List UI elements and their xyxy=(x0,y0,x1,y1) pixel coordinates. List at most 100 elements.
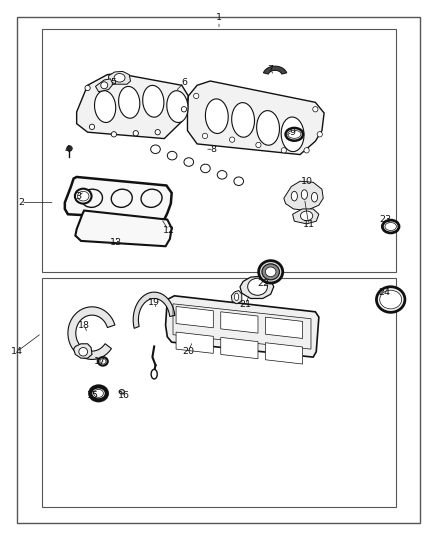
Ellipse shape xyxy=(265,267,276,277)
Text: 4: 4 xyxy=(65,145,71,154)
Ellipse shape xyxy=(281,148,286,153)
Ellipse shape xyxy=(94,389,103,398)
Text: 5: 5 xyxy=(110,78,116,87)
Ellipse shape xyxy=(281,117,304,151)
Ellipse shape xyxy=(194,93,199,99)
Ellipse shape xyxy=(234,177,244,185)
Ellipse shape xyxy=(78,191,89,201)
Text: 20: 20 xyxy=(182,348,194,356)
Ellipse shape xyxy=(95,91,116,123)
Ellipse shape xyxy=(85,85,90,91)
Ellipse shape xyxy=(258,261,283,283)
Polygon shape xyxy=(187,81,324,155)
Text: 1: 1 xyxy=(216,13,222,21)
Text: 3: 3 xyxy=(75,192,81,200)
Polygon shape xyxy=(109,71,131,84)
Polygon shape xyxy=(75,211,172,246)
Polygon shape xyxy=(95,79,113,92)
Ellipse shape xyxy=(119,390,124,394)
Ellipse shape xyxy=(155,130,160,135)
Polygon shape xyxy=(77,74,188,139)
Ellipse shape xyxy=(291,191,297,201)
Ellipse shape xyxy=(181,107,187,112)
Polygon shape xyxy=(221,312,258,333)
Ellipse shape xyxy=(205,99,228,133)
Ellipse shape xyxy=(256,142,261,148)
Text: 15: 15 xyxy=(87,391,99,400)
Text: 17: 17 xyxy=(94,357,106,366)
Ellipse shape xyxy=(300,211,313,221)
Ellipse shape xyxy=(114,74,125,82)
Polygon shape xyxy=(166,296,319,357)
Text: 22: 22 xyxy=(257,279,269,288)
Ellipse shape xyxy=(248,278,267,295)
Ellipse shape xyxy=(304,148,309,153)
Ellipse shape xyxy=(167,91,188,123)
FancyBboxPatch shape xyxy=(42,29,396,272)
Polygon shape xyxy=(231,290,242,304)
Polygon shape xyxy=(265,317,303,338)
Ellipse shape xyxy=(286,128,303,141)
Text: 7: 7 xyxy=(268,65,274,74)
Polygon shape xyxy=(263,66,287,74)
Ellipse shape xyxy=(100,359,106,364)
Text: 2: 2 xyxy=(18,198,24,207)
Ellipse shape xyxy=(301,190,307,199)
Ellipse shape xyxy=(111,189,132,207)
Polygon shape xyxy=(176,306,213,328)
Polygon shape xyxy=(133,292,175,328)
Polygon shape xyxy=(68,307,115,359)
Ellipse shape xyxy=(311,192,318,202)
Text: 9: 9 xyxy=(290,128,296,136)
Ellipse shape xyxy=(288,130,301,138)
Polygon shape xyxy=(176,332,213,353)
Text: 18: 18 xyxy=(78,321,90,329)
Text: 24: 24 xyxy=(378,288,391,296)
Ellipse shape xyxy=(143,85,164,117)
Ellipse shape xyxy=(232,103,254,137)
Polygon shape xyxy=(221,337,258,359)
Ellipse shape xyxy=(81,189,102,207)
Text: 8: 8 xyxy=(211,145,217,154)
Ellipse shape xyxy=(75,189,92,204)
Ellipse shape xyxy=(380,290,402,309)
Polygon shape xyxy=(265,343,303,364)
Text: 14: 14 xyxy=(11,348,23,356)
Ellipse shape xyxy=(230,137,235,142)
Ellipse shape xyxy=(111,132,117,137)
Text: 16: 16 xyxy=(117,391,130,400)
Polygon shape xyxy=(284,181,323,211)
Ellipse shape xyxy=(376,287,405,312)
Ellipse shape xyxy=(217,171,227,179)
FancyBboxPatch shape xyxy=(42,278,396,507)
Polygon shape xyxy=(240,276,274,298)
Text: 13: 13 xyxy=(110,238,122,247)
Ellipse shape xyxy=(133,131,138,136)
Ellipse shape xyxy=(141,189,162,207)
Text: 12: 12 xyxy=(162,226,175,235)
Polygon shape xyxy=(74,344,92,358)
FancyBboxPatch shape xyxy=(17,17,420,523)
Ellipse shape xyxy=(202,133,208,139)
Ellipse shape xyxy=(98,357,108,366)
Text: 10: 10 xyxy=(300,177,313,185)
Ellipse shape xyxy=(89,124,95,130)
Ellipse shape xyxy=(382,220,399,233)
Ellipse shape xyxy=(313,107,318,112)
Ellipse shape xyxy=(90,386,107,400)
Ellipse shape xyxy=(79,348,88,356)
Ellipse shape xyxy=(184,158,194,166)
Ellipse shape xyxy=(262,264,279,280)
Ellipse shape xyxy=(317,132,322,137)
Ellipse shape xyxy=(167,151,177,160)
Text: 23: 23 xyxy=(379,215,392,224)
Polygon shape xyxy=(65,177,172,220)
Ellipse shape xyxy=(119,86,140,118)
Ellipse shape xyxy=(234,293,239,301)
Text: 6: 6 xyxy=(181,78,187,87)
Ellipse shape xyxy=(201,164,210,173)
Polygon shape xyxy=(293,209,319,224)
Ellipse shape xyxy=(101,82,108,88)
Text: 11: 11 xyxy=(303,221,315,229)
Text: 19: 19 xyxy=(148,298,160,307)
